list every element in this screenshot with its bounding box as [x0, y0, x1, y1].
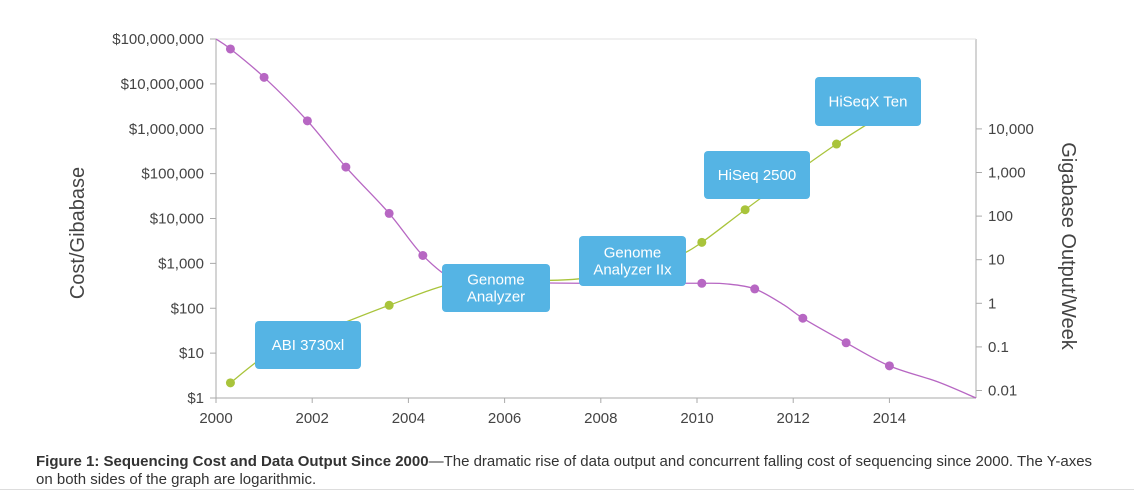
left-tick-label: $10: [179, 345, 204, 362]
x-tick-label: 2010: [680, 410, 713, 427]
genome-analyzer-iix-label-text: Genome: [604, 245, 662, 262]
genome-analyzer-label-box: [442, 264, 550, 312]
hiseq-2500-label-box: [704, 151, 810, 199]
x-tick-label: 2006: [488, 410, 521, 427]
abi-3730xl-label-box: [255, 321, 361, 369]
abi-3730xl-label-text: ABI 3730xl: [272, 337, 345, 354]
x-tick-label: 2012: [777, 410, 810, 427]
cost-data-point: [841, 338, 851, 348]
genome-analyzer-label-text: Genome: [467, 272, 525, 289]
left-tick-label: $100: [171, 300, 204, 317]
cost-data-point: [384, 208, 394, 218]
right-tick-label: 0.1: [988, 339, 1009, 356]
genome-analyzer-label-text: Analyzer: [467, 289, 525, 306]
left-tick-label: $10,000: [150, 211, 204, 228]
right-tick-label: 10: [988, 252, 1005, 269]
left-tick-label: $100,000: [141, 166, 204, 183]
output-data-point: [832, 139, 842, 149]
output-data-point: [225, 378, 235, 388]
cost-data-point: [259, 72, 269, 82]
right-tick-label: 1: [988, 295, 996, 312]
bottom-divider: [0, 489, 1134, 490]
right-tick-label: 10,000: [988, 121, 1034, 138]
cost-data-point: [225, 44, 235, 54]
left-tick-label: $1: [187, 390, 204, 407]
x-tick-label: 2000: [199, 410, 232, 427]
x-tick-label: 2002: [296, 410, 329, 427]
x-tick-label: 2014: [873, 410, 906, 427]
left-axis-title: Cost/Gibabase: [67, 167, 89, 299]
cost-data-point: [341, 162, 351, 172]
hiseq-2500-label-text: HiSeq 2500: [718, 167, 796, 184]
caption-text: The dramatic rise of data output and con…: [36, 453, 1093, 488]
caption-dash: —: [428, 453, 444, 470]
left-tick-label: $10,000,000: [121, 76, 204, 93]
cost-data-point: [750, 284, 760, 294]
left-tick-label: $1,000,000: [129, 121, 204, 138]
caption-title: Figure 1: Sequencing Cost and Data Outpu…: [36, 453, 429, 470]
cost-data-point: [302, 116, 312, 126]
cost-data-point: [884, 361, 894, 371]
right-axis-title: Gigabase Output/Week: [1057, 142, 1079, 351]
right-tick-label: 100: [988, 208, 1013, 225]
chart: $1 $10 $100 $1,000 $10,000 $100,000 $1,000,000…: [67, 31, 1079, 427]
x-tick-label: 2004: [392, 410, 425, 427]
genome-analyzer-iix-label-text: Analyzer IIx: [593, 262, 672, 279]
hiseqx-ten-label-box: [815, 77, 921, 126]
left-tick-label: $100,000,000: [112, 31, 204, 48]
figure-caption: Figure 1: Sequencing Cost and Data Outpu…: [36, 453, 1106, 489]
cost-data-point: [798, 313, 808, 323]
cost-data-point: [697, 278, 707, 288]
output-data-point: [697, 237, 707, 247]
cost-data-point: [418, 250, 428, 260]
genome-analyzer-iix-label-box: [579, 236, 686, 286]
output-data-point: [384, 300, 394, 310]
hiseqx-ten-label-text: HiSeqX Ten: [829, 94, 908, 111]
right-tick-label: 1,000: [988, 165, 1026, 182]
output-data-point: [740, 205, 750, 215]
left-tick-label: $1,000: [158, 255, 204, 272]
x-tick-label: 2008: [584, 410, 617, 427]
right-tick-label: 0.01: [988, 383, 1017, 400]
